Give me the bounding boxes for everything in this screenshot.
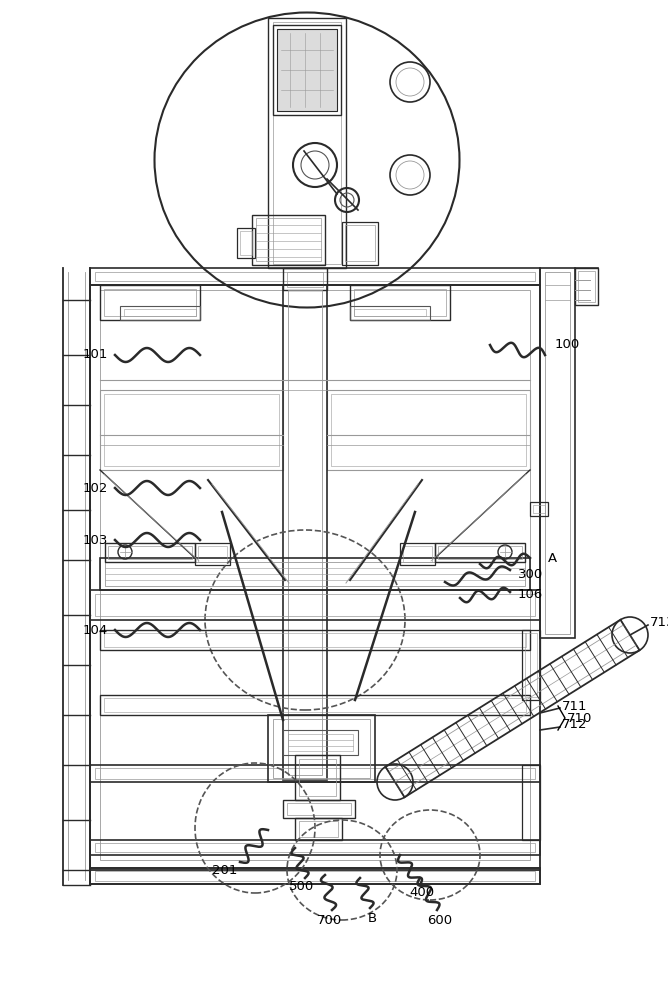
Text: 600: 600 bbox=[428, 914, 452, 926]
Text: 201: 201 bbox=[212, 863, 238, 876]
Text: 712: 712 bbox=[562, 718, 587, 732]
Text: 103: 103 bbox=[83, 534, 108, 546]
Text: 713: 713 bbox=[650, 615, 668, 629]
Text: 700: 700 bbox=[317, 914, 343, 926]
Text: A: A bbox=[548, 552, 557, 564]
Text: 101: 101 bbox=[83, 349, 108, 361]
Text: 106: 106 bbox=[518, 588, 543, 601]
Text: 500: 500 bbox=[289, 880, 315, 894]
Text: 100: 100 bbox=[555, 338, 580, 352]
Text: 104: 104 bbox=[83, 624, 108, 637]
Text: 400: 400 bbox=[409, 886, 435, 900]
Text: 710: 710 bbox=[567, 712, 593, 724]
Text: 300: 300 bbox=[518, 568, 543, 582]
Text: 711: 711 bbox=[562, 700, 587, 712]
Polygon shape bbox=[277, 29, 337, 111]
Text: 102: 102 bbox=[83, 482, 108, 494]
Text: B: B bbox=[367, 912, 377, 924]
